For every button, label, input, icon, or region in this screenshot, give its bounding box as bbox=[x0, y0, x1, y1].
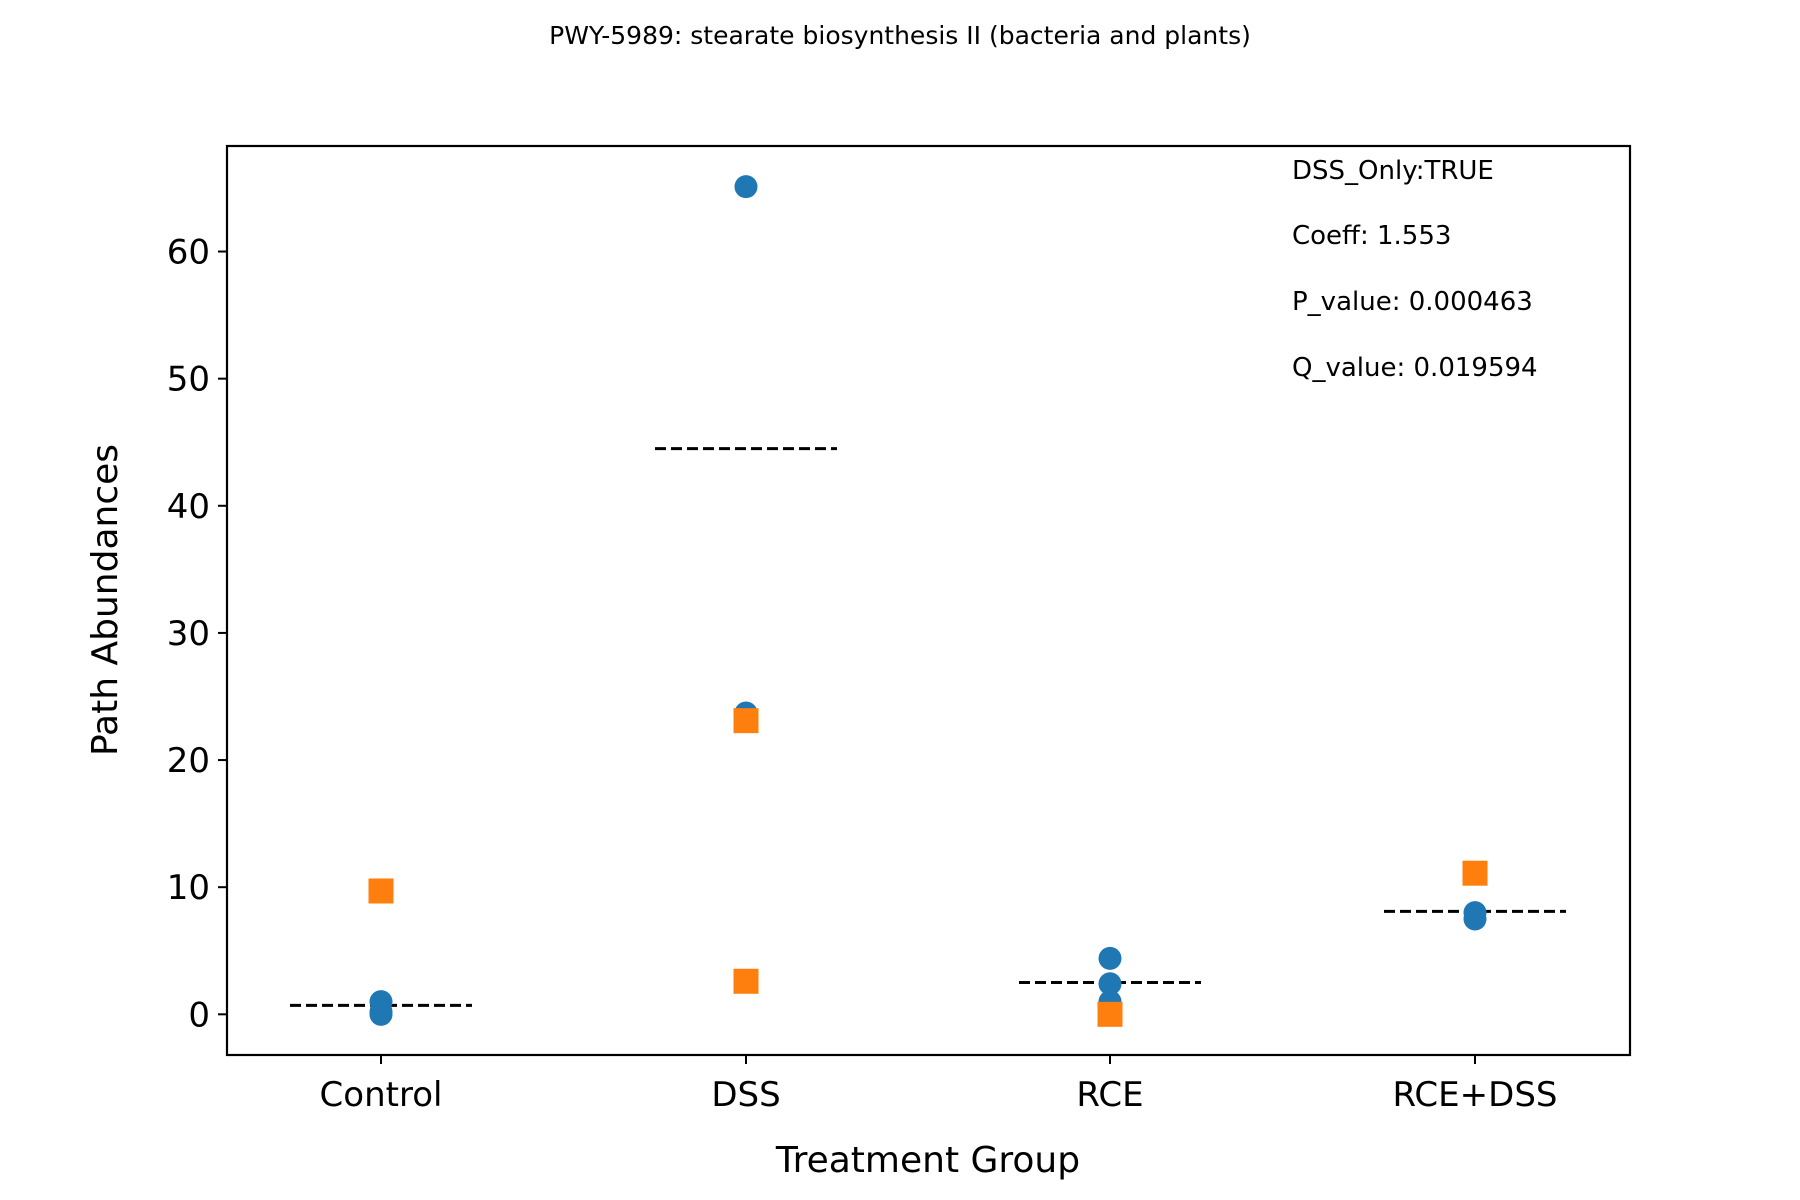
plot-frame bbox=[225, 144, 1632, 1057]
annotation-block: DSS_Only:TRUE Coeff: 1.553 P_value: 0.00… bbox=[1292, 156, 1538, 383]
data-point-square bbox=[733, 708, 759, 734]
x-tick-label: RCE+DSS bbox=[1393, 1075, 1558, 1115]
data-point-square bbox=[1462, 860, 1488, 886]
data-point-circle bbox=[1098, 946, 1122, 970]
y-tick-label: 10 bbox=[167, 868, 210, 908]
annotation-coeff: Coeff: 1.553 bbox=[1292, 221, 1451, 251]
annotation-q-value: Q_value: 0.019594 bbox=[1292, 353, 1538, 383]
plot-area: 0 10 20 30 40 50 60 Control DSS RCE RCE+DSS bbox=[167, 175, 1566, 1115]
annotation-dss-only: DSS_Only:TRUE bbox=[1292, 156, 1494, 186]
data-point-circle bbox=[1098, 972, 1122, 996]
data-point-circle bbox=[1463, 907, 1487, 931]
y-tick-label: 20 bbox=[167, 741, 210, 781]
x-tick-label: Control bbox=[320, 1075, 443, 1115]
data-point-circle bbox=[734, 175, 758, 199]
data-point-square bbox=[1097, 1001, 1123, 1027]
annotation-p-value: P_value: 0.000463 bbox=[1292, 287, 1533, 317]
y-tick-label: 30 bbox=[167, 614, 210, 654]
chart-title: PWY-5989: stearate biosynthesis II (bact… bbox=[549, 21, 1251, 50]
x-tick-label: DSS bbox=[711, 1075, 780, 1115]
y-tick-label: 60 bbox=[167, 233, 210, 273]
x-tick-label: RCE bbox=[1076, 1075, 1143, 1115]
y-axis-label: Path Abundances bbox=[85, 444, 126, 756]
data-point-square bbox=[733, 968, 759, 994]
y-tick-label: 0 bbox=[188, 995, 210, 1035]
y-tick-label: 40 bbox=[167, 487, 210, 527]
y-tick-label: 50 bbox=[167, 360, 210, 400]
data-point-circle bbox=[369, 1002, 393, 1026]
data-point-square bbox=[368, 878, 394, 904]
x-axis-label: Treatment Group bbox=[775, 1140, 1080, 1181]
